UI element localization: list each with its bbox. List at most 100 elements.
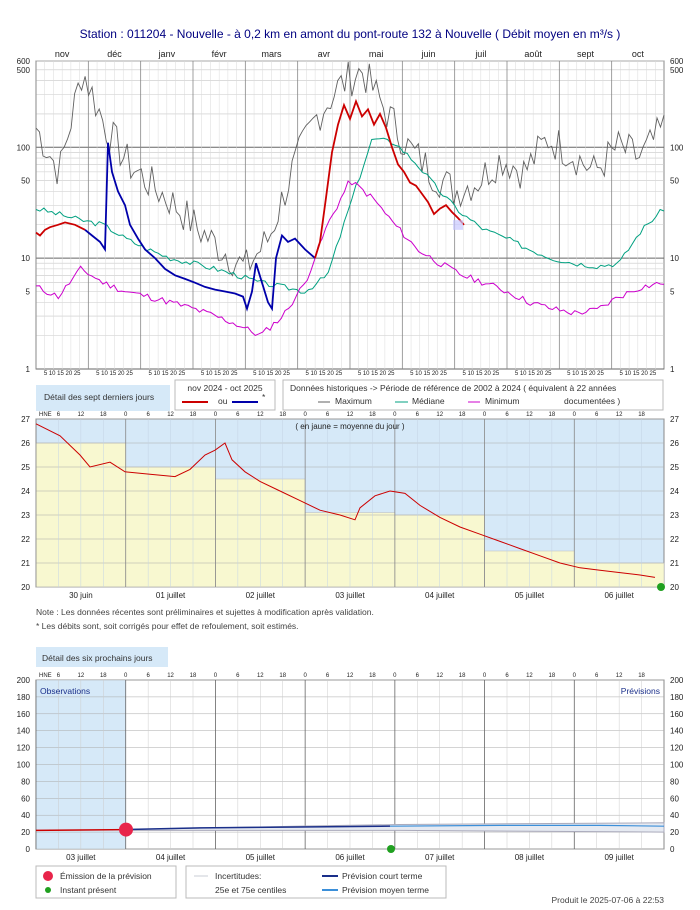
week-y-left: 23 <box>21 511 30 520</box>
month-label: déc <box>107 49 122 59</box>
forecast-label: Détail des six prochains jours <box>42 653 153 663</box>
legend-present: Instant présent <box>60 885 117 895</box>
forecast-hour-label: 12 <box>436 673 443 679</box>
forecast-hour-label: 6 <box>326 673 330 679</box>
week-day-label: 06 juillet <box>604 591 634 600</box>
observations-label: Observations <box>40 686 90 696</box>
week-day-label: 04 juillet <box>425 591 455 600</box>
day-tick-label: 5 10 15 20 25 <box>253 371 290 377</box>
legend-med: Médiane <box>412 396 445 406</box>
emission-marker <box>119 822 133 837</box>
forecast-hour-label: 18 <box>190 673 197 679</box>
forecast-hour-label: 18 <box>459 673 466 679</box>
forecast-day-label: 05 juillet <box>246 853 276 862</box>
forecast-hour-label: 0 <box>393 673 397 679</box>
forecast-hour-label: 0 <box>303 673 307 679</box>
week-hour-label: 18 <box>279 412 286 418</box>
week-day-label: 30 juin <box>69 591 93 600</box>
week-chart: HNE 6 12 18 0 6 12 18 0 6 12 18 0 6 12 18 0 6 12 18 0 6 12 18 0 6… <box>21 412 679 600</box>
legend-ou: ou <box>218 396 228 406</box>
forecast-marker <box>453 220 463 230</box>
week-y-right: 26 <box>670 439 679 448</box>
footer-produced: Produit le 2025-07-06 à 22:53 <box>552 895 665 905</box>
legend-min: Minimum <box>485 396 519 406</box>
week-y-left: 26 <box>21 439 30 448</box>
series-minimum <box>35 180 665 336</box>
week-hne: HNE <box>39 412 52 418</box>
y-tick-label-left: 1 <box>26 365 31 374</box>
week-hour-label: 0 <box>483 412 487 418</box>
legend-moyen: Prévision moyen terme <box>342 885 429 895</box>
present-marker-forecast <box>387 845 395 853</box>
week-flow-line <box>35 423 656 578</box>
week-y-left: 20 <box>21 583 30 592</box>
week-hour-label: 12 <box>78 412 85 418</box>
y-tick-label-left: 50 <box>21 177 30 186</box>
legend-box-2 <box>185 865 447 899</box>
forecast-hour-label: 0 <box>124 673 128 679</box>
week-day-label: 03 juillet <box>335 591 365 600</box>
forecast-legend: Émission de la prévision Instant présent I… <box>35 865 447 899</box>
week-y-right: 22 <box>670 535 679 544</box>
month-label: août <box>524 49 542 59</box>
month-label: oct <box>632 49 645 59</box>
forecast-day-label: 07 juillet <box>425 853 455 862</box>
present-marker <box>657 583 665 591</box>
forecast-hour-label: 18 <box>549 673 556 679</box>
week-hour-label: 6 <box>595 412 599 418</box>
previsions-label: Prévisions <box>621 686 660 696</box>
forecast-hour-label: 6 <box>595 673 599 679</box>
series-estimated <box>84 142 316 312</box>
forecast-y-left: 100 <box>17 761 31 770</box>
legend-row: Détail des sept derniers jours nov 2024 -… <box>36 379 664 411</box>
week-y-left: 27 <box>21 415 30 424</box>
week-hour-label: 12 <box>257 412 264 418</box>
forecast-hour-label: 12 <box>78 673 85 679</box>
forecast-hour-label: 6 <box>57 673 61 679</box>
legend-current-box <box>174 379 276 411</box>
week-hour-label: 0 <box>573 412 577 418</box>
week-y-right: 23 <box>670 511 679 520</box>
week-y-right: 24 <box>670 487 679 496</box>
week-y-left: 21 <box>21 559 30 568</box>
legend-hist-box <box>282 379 664 411</box>
legend-box-1 <box>35 865 177 899</box>
week-hour-label: 12 <box>347 412 354 418</box>
legend-centiles: 25e et 75e centiles <box>215 885 286 895</box>
y-tick-label-right: 600 <box>670 57 684 66</box>
day-tick-label: 5 10 15 20 25 <box>619 371 656 377</box>
note-2: * Les débits sont, soit corrigés pour ef… <box>36 621 299 631</box>
y-tick-label-right: 100 <box>670 143 684 152</box>
day-tick-label: 5 10 15 20 25 <box>515 371 552 377</box>
series-current-2 <box>314 98 465 259</box>
forecast-y-left: 180 <box>17 693 31 702</box>
forecast-y-left: 160 <box>17 710 31 719</box>
forecast-y-right: 0 <box>670 845 675 854</box>
detail-7-label: Détail des sept derniers jours <box>44 392 154 402</box>
week-hour-label: 12 <box>616 412 623 418</box>
y-tick-label-left: 5 <box>26 288 31 297</box>
legend-present-dot <box>45 887 51 893</box>
week-hour-label: 0 <box>393 412 397 418</box>
forecast-hour-label: 6 <box>416 673 420 679</box>
forecast-hour-label: 18 <box>638 673 645 679</box>
week-hour-label: 18 <box>549 412 556 418</box>
week-y-right: 27 <box>670 415 679 424</box>
legend-hist: Données historiques -> Période de référe… <box>290 383 616 393</box>
week-day-label: 02 juillet <box>246 591 276 600</box>
forecast-hour-label: 6 <box>505 673 509 679</box>
note-1: Note : Les données récentes sont prélimi… <box>36 607 374 617</box>
week-hour-label: 18 <box>459 412 466 418</box>
forecast-day-label: 04 juillet <box>156 853 186 862</box>
week-hour-label: 6 <box>146 412 150 418</box>
forecast-y-right: 60 <box>670 794 679 803</box>
week-day-label: 05 juillet <box>515 591 545 600</box>
legend-emission-dot <box>43 871 53 881</box>
week-hour-label: 0 <box>303 412 307 418</box>
week-hour-label: 6 <box>57 412 61 418</box>
forecast-label-bg <box>36 647 168 667</box>
forecast-hour-label: 12 <box>347 673 354 679</box>
forecast-day-label: 08 juillet <box>515 853 545 862</box>
y-tick-label-left: 600 <box>17 57 31 66</box>
